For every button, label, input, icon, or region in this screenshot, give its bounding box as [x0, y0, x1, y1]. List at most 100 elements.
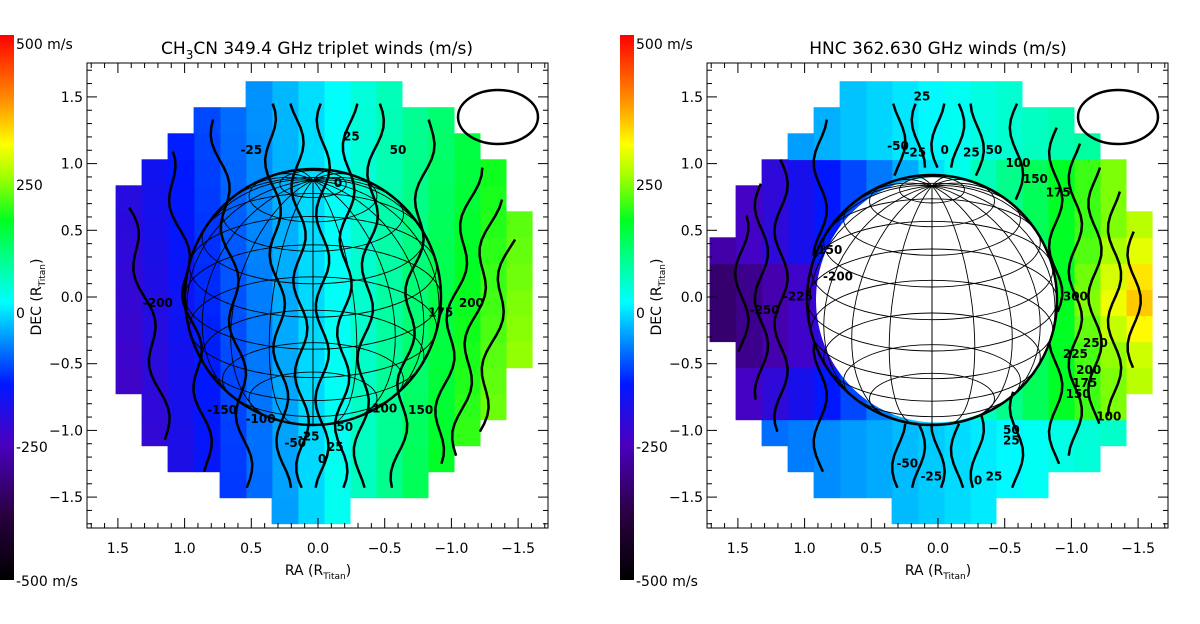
heatmap-cell	[401, 133, 429, 161]
heatmap-cell	[167, 393, 195, 421]
heatmap-cell	[115, 289, 143, 317]
contour-line	[910, 423, 927, 489]
heatmap-cell	[787, 341, 815, 369]
meridian-line	[823, 185, 933, 405]
contour-label: 50	[986, 143, 1003, 157]
contour-line	[773, 159, 789, 433]
heatmap-cell	[245, 107, 273, 134]
blank-disk-region	[816, 177, 1056, 423]
contour-line	[812, 119, 829, 256]
x-tick-label: −1.5	[501, 541, 535, 557]
contour-label: 25	[963, 145, 980, 159]
heatmap-cell	[943, 107, 971, 134]
contour-label: 175	[428, 306, 453, 320]
contour-label: 250	[1083, 336, 1108, 350]
heatmap-cell	[479, 159, 507, 187]
heatmap-cell	[453, 159, 481, 187]
x-tick-label: 0.5	[860, 541, 882, 557]
heatmap-cell	[839, 81, 867, 108]
heatmap-cell	[141, 185, 169, 213]
contour-line	[949, 103, 966, 168]
heatmap-cell	[193, 159, 221, 187]
heatmap-cell	[297, 315, 325, 343]
contour-label: -250	[750, 303, 780, 317]
meridian-line	[312, 179, 396, 419]
meridian-line	[268, 179, 314, 425]
meridian-line	[931, 185, 976, 425]
x-tick-label: −1.0	[1054, 541, 1088, 557]
meridian-line	[931, 182, 1002, 197]
contour-label: -50	[896, 456, 918, 470]
heatmap-cell	[839, 419, 867, 447]
axis-ticks: 1.5 1.0 0.5 0.0 −0.5 −1.0 −1.5 1.5 1.0 0.5 0.0 −0.5…	[669, 63, 1168, 557]
heatmap-cell	[1021, 159, 1049, 187]
heatmap-cell	[787, 419, 815, 447]
heatmap-cell	[167, 445, 195, 473]
heatmap-cell	[427, 185, 455, 213]
contour-label: -200	[143, 296, 173, 310]
colorbar-labels: 500 m/s 250 0 -250 -500 m/s	[16, 37, 78, 590]
chart-title: CH3CN 349.4 GHz triplet winds (m/s)	[161, 39, 473, 62]
heatmap-cell	[787, 133, 815, 161]
heatmap-cell	[735, 367, 763, 395]
contour-line	[389, 119, 436, 489]
heatmap-cell	[401, 367, 429, 395]
colorbar-label: 250	[16, 178, 43, 194]
heatmap-cell	[505, 341, 533, 369]
heatmap-cell	[1125, 211, 1153, 239]
heatmap-cell	[167, 367, 195, 395]
heatmap-cell	[839, 133, 867, 161]
heatmap-cell	[219, 107, 247, 134]
meridian-line	[888, 185, 933, 425]
meridian-line	[241, 176, 314, 192]
heatmap-cell	[271, 497, 299, 525]
y-axis-label: DEC (RTitan)	[29, 259, 48, 336]
y-tick-label: 0.5	[61, 223, 83, 239]
y-tick-label: 1.0	[61, 157, 83, 173]
wind-contours	[733, 103, 1142, 489]
meridian-line	[312, 179, 425, 404]
heatmap-cell	[505, 289, 533, 317]
heatmap-cell	[297, 445, 325, 473]
contour-line	[1047, 343, 1064, 465]
heatmap-cell	[245, 81, 273, 108]
heatmap-cell	[193, 185, 221, 213]
y-tick-label: −1.0	[669, 423, 703, 439]
heatmap-cell	[943, 471, 971, 499]
heatmap-cell	[297, 341, 325, 369]
meridian-line	[931, 185, 1049, 253]
contour-line	[263, 103, 293, 489]
heatmap-cell	[1073, 445, 1101, 473]
heatmap-cell	[1021, 419, 1049, 447]
x-tick-label: 1.0	[793, 541, 815, 557]
heatmap-cell	[349, 81, 377, 108]
y-tick-label: 0.0	[681, 290, 703, 306]
contour-label: 200	[459, 296, 484, 310]
y-tick-label: −0.5	[669, 357, 703, 373]
meridian-line	[931, 185, 1041, 405]
y-tick-label: 0.0	[61, 290, 83, 306]
colorbar-label: 500 m/s	[16, 37, 73, 53]
contour-line	[289, 103, 311, 489]
heatmap-cell	[1099, 211, 1127, 239]
contour-labels: 25-50-25 0 25 50100150175-150-200-225-25030…	[750, 89, 1122, 487]
heatmap-cell	[709, 289, 737, 317]
colorbar	[620, 35, 634, 580]
heatmap-cell	[375, 289, 403, 317]
contour-label: -200	[823, 270, 853, 284]
heatmap-cell	[375, 445, 403, 473]
contour-label: -225	[783, 290, 813, 304]
heatmap-cell	[865, 419, 893, 447]
contour-label: -100	[246, 412, 276, 426]
right-panel: 25-50-25 0 25 50100150175-150-200-225-25030…	[620, 35, 1169, 590]
heatmap-cell	[479, 393, 507, 421]
heatmap-cell	[1099, 367, 1127, 395]
contour-label: 25	[327, 440, 344, 454]
heatmap-cell	[167, 185, 195, 213]
heatmap-cell	[1073, 211, 1101, 239]
contour-label: 175	[1046, 185, 1071, 199]
colorbar-label: 250	[636, 178, 663, 194]
heatmap-cell	[761, 367, 789, 395]
colorbar	[0, 35, 14, 580]
